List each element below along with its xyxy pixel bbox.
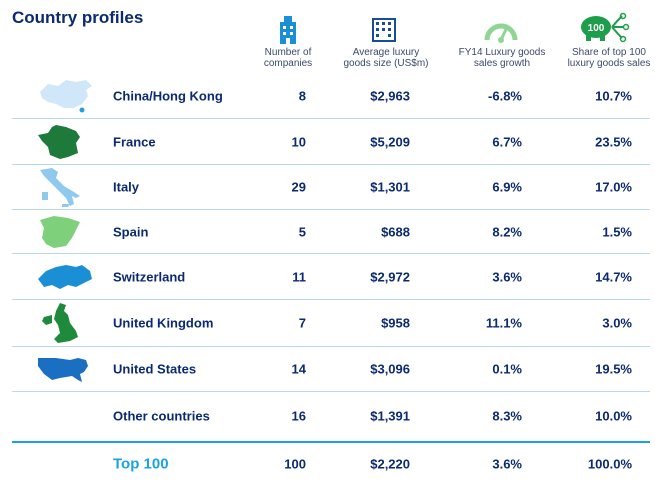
france-map-icon [38,124,80,159]
table-row-total: Top 100 100 $2,220 3.6% 100.0% [12,445,650,483]
spain-map-icon [40,215,80,248]
total-label: Top 100 [113,455,169,473]
growth-value: 6.7% [492,134,522,149]
companies-value: 8 [298,88,306,104]
country-name: United States [113,361,197,377]
share-value: 23.5% [595,134,632,149]
table-row-united-kingdom: United Kingdom 7 $958 11.1% 3.0% [12,300,650,347]
size-value: $1,391 [370,408,410,424]
growth-value: -6.8% [488,88,522,104]
country-name: France [113,134,156,149]
usa-map-icon [38,358,88,382]
total-divider [12,441,650,443]
table-row-china: China/Hong Kong 8 $2,963 -6.8% 10.7% [12,74,650,119]
table-row-spain: Spain 5 $688 8.2% 1.5% [12,210,650,254]
country-name: China/Hong Kong [113,88,223,104]
page-title: Country profiles [12,8,144,27]
size-value: $5,209 [370,134,410,149]
total-size-value: $2,220 [370,456,410,472]
companies-value: 5 [298,224,306,239]
table-row-france: France 10 $5,209 6.7% 23.5% [12,119,650,165]
companies-value: 16 [291,408,306,424]
italy-map-icon [40,168,80,207]
share-value: 1.5% [602,224,632,239]
growth-value: 11.1% [485,315,522,331]
share-value: 10.0% [595,408,632,424]
header-size: Average luxury goods size (US$m) [343,47,429,69]
growth-value: 0.1% [492,361,522,377]
building-icon [280,16,296,44]
growth-value: 8.3% [492,408,522,424]
total-growth-value: 3.6% [492,456,522,472]
header-companies: Number of companies [263,47,313,69]
companies-value: 10 [291,134,306,149]
country-name: Spain [113,224,149,239]
country-name: Other countries [113,408,210,424]
share-value: 19.5% [595,361,632,377]
size-value: $2,963 [370,88,410,104]
country-name: Switzerland [113,269,186,284]
office-building-icon [372,18,396,42]
gauge-icon [484,23,518,43]
size-value: $688 [381,224,410,239]
growth-value: 6.9% [492,179,522,195]
share-value: 17.0% [595,179,632,195]
growth-value: 3.6% [492,269,522,284]
total-companies-value: 100 [284,456,306,472]
share-badge-text: 100 [588,23,605,34]
country-name: Italy [113,179,140,195]
size-value: $2,972 [370,269,410,284]
companies-value: 11 [292,269,306,284]
share-value: 3.0% [602,315,632,331]
companies-value: 7 [298,315,306,331]
share-value: 14.7% [595,269,632,284]
table-row-united-states: United States 14 $3,096 0.1% 19.5% [12,347,650,392]
header-share: Share of top 100 luxury goods sales [567,47,651,69]
table-row-other-countries: Other countries 16 $1,391 8.3% 10.0% [12,392,650,440]
size-value: $958 [381,315,410,331]
companies-value: 14 [291,361,306,377]
piggy-bank-icon: 100 [581,12,630,43]
country-name: United Kingdom [113,315,214,331]
share-value: 10.7% [595,88,632,104]
switzerland-map-icon [38,264,92,289]
companies-value: 29 [291,179,306,195]
growth-value: 8.2% [492,224,522,239]
table-row-switzerland: Switzerland 11 $2,972 3.6% 14.7% [12,254,650,300]
size-value: $3,096 [370,361,410,377]
size-value: $1,301 [370,179,410,195]
header-growth: FY14 Luxury goods sales growth [458,47,546,69]
table-row-italy: Italy 29 $1,301 6.9% 17.0% [12,165,650,210]
china-map-icon [40,80,92,113]
total-share-value: 100.0% [587,456,632,472]
uk-map-icon [42,303,78,343]
